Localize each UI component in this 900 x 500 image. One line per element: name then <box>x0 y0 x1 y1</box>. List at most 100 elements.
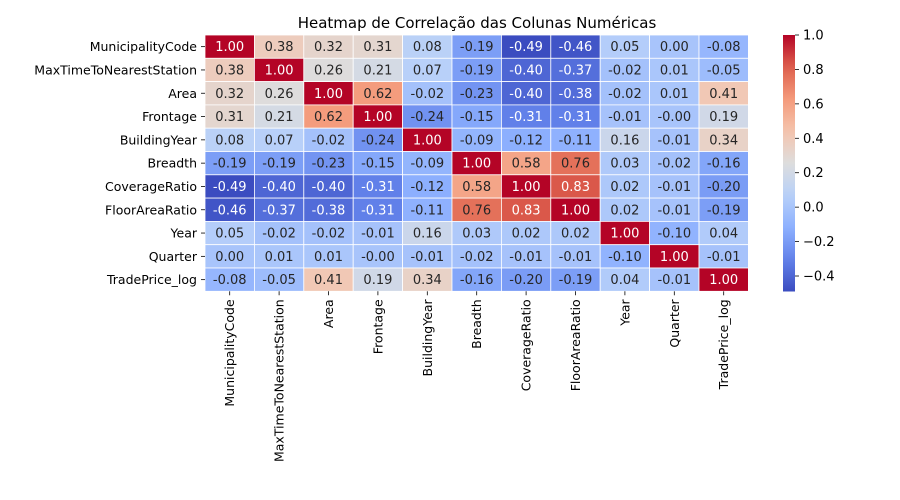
heatmap-cell-value: 0.26 <box>314 63 343 78</box>
heatmap-cell-value: 0.01 <box>660 87 689 102</box>
heatmap-cell-value: 1.00 <box>215 40 244 55</box>
heatmap-cell-value: 0.00 <box>660 40 689 55</box>
colorbar-gradient <box>783 35 795 292</box>
heatmap-cell-value: 0.02 <box>610 180 639 195</box>
heatmap-cell-value: 0.58 <box>512 157 541 172</box>
chart-title: Heatmap de Correlação das Colunas Numéri… <box>298 14 657 32</box>
x-tick-label: Year <box>617 298 632 326</box>
heatmap-cell-value: -0.09 <box>460 133 494 148</box>
heatmap-cell-value: 1.00 <box>660 250 689 265</box>
heatmap-cell-value: -0.19 <box>460 40 494 55</box>
heatmap-cell-value: -0.31 <box>509 110 543 125</box>
y-tick-label: CoverageRatio <box>105 179 197 194</box>
heatmap-cell-value: -0.19 <box>707 203 741 218</box>
heatmap-cell-value: -0.02 <box>312 227 346 242</box>
heatmap-cell-value: -0.11 <box>410 203 444 218</box>
heatmap-cell-value: 0.32 <box>314 40 343 55</box>
heatmap-cell-value: 0.16 <box>413 227 442 242</box>
heatmap-cell-value: 0.41 <box>314 273 343 288</box>
heatmap-cell-value: -0.40 <box>509 63 543 78</box>
colorbar-tick-label: −0.4 <box>803 270 835 285</box>
heatmap-cell-value: -0.16 <box>460 273 494 288</box>
colorbar-tick-label: 0.4 <box>803 132 824 147</box>
heatmap-cell-value: -0.01 <box>707 250 741 265</box>
heatmap-cell-value: 0.31 <box>215 110 244 125</box>
heatmap-cell-value: -0.19 <box>262 157 296 172</box>
heatmap-cell-value: -0.02 <box>460 250 494 265</box>
heatmap-cell-value: 0.04 <box>709 227 738 242</box>
x-tick-label: Area <box>321 299 336 328</box>
heatmap-cell-value: -0.20 <box>707 180 741 195</box>
heatmap-cell-value: 0.19 <box>709 110 738 125</box>
heatmap-cell-value: -0.31 <box>559 110 593 125</box>
heatmap-cell-value: 0.26 <box>265 87 294 102</box>
heatmap-cell-value: -0.01 <box>559 250 593 265</box>
heatmap-cell-value: 0.41 <box>709 87 738 102</box>
heatmap-cell-value: -0.02 <box>262 227 296 242</box>
heatmap-cell-value: 1.00 <box>413 133 442 148</box>
heatmap-cell-value: -0.38 <box>559 87 593 102</box>
heatmap-cell-value: 0.08 <box>413 40 442 55</box>
heatmap-cell-value: -0.01 <box>657 273 691 288</box>
heatmap-cell-value: 0.03 <box>462 227 491 242</box>
x-tick-label: Quarter <box>667 298 682 347</box>
heatmap-cell-value: 0.21 <box>265 110 294 125</box>
heatmap-cell-value: 1.00 <box>265 63 294 78</box>
heatmap-cell-value: -0.01 <box>657 133 691 148</box>
heatmap-cell-value: -0.02 <box>608 87 642 102</box>
y-tick-label: Area <box>168 86 197 101</box>
heatmap-cell-value: 0.16 <box>610 133 639 148</box>
colorbar-tick-label: 0.2 <box>803 166 824 181</box>
heatmap-cell-value: -0.24 <box>361 133 395 148</box>
heatmap-cell-value: -0.01 <box>657 180 691 195</box>
x-tick-label: FloorAreaRatio <box>568 299 583 391</box>
heatmap-cell-value: -0.12 <box>509 133 543 148</box>
x-tick-label: TradePrice_log <box>716 299 731 390</box>
heatmap-cell-value: 0.32 <box>215 87 244 102</box>
heatmap-cell-value: -0.46 <box>213 203 247 218</box>
heatmap-cell-value: -0.00 <box>657 110 691 125</box>
x-tick-label: CoverageRatio <box>519 299 534 391</box>
heatmap-cell-value: 0.62 <box>314 110 343 125</box>
x-tick-label: MunicipalityCode <box>222 299 237 407</box>
heatmap-cell-value: -0.24 <box>410 110 444 125</box>
y-tick-label: Quarter <box>149 249 198 264</box>
heatmap-cell-value: -0.23 <box>460 87 494 102</box>
x-tick-label: MaxTimeToNearestStation <box>272 299 287 462</box>
heatmap-cell-value: -0.01 <box>608 110 642 125</box>
heatmap-cell-value: 0.02 <box>561 227 590 242</box>
heatmap-cell-value: -0.05 <box>707 63 741 78</box>
heatmap-cell-value: -0.00 <box>361 250 395 265</box>
heatmap-cell-value: 0.19 <box>363 273 392 288</box>
y-tick-label: Breadth <box>147 156 197 171</box>
heatmap-cell-value: -0.20 <box>509 273 543 288</box>
heatmap-cell-value: 0.01 <box>314 250 343 265</box>
heatmap-cell-value: -0.40 <box>509 87 543 102</box>
heatmap-cell-value: 1.00 <box>561 203 590 218</box>
heatmap-cell-value: -0.19 <box>559 273 593 288</box>
colorbar-tick-label: 0.0 <box>803 201 824 216</box>
heatmap-cell-value: 0.02 <box>512 227 541 242</box>
heatmap-cell-value: -0.19 <box>460 63 494 78</box>
heatmap-cell-value: -0.46 <box>559 40 593 55</box>
heatmap-cell-value: 1.00 <box>363 110 392 125</box>
heatmap-cell-value: -0.01 <box>509 250 543 265</box>
heatmap-cell-value: -0.49 <box>213 180 247 195</box>
heatmap-cell-value: 0.05 <box>215 227 244 242</box>
heatmap-cell-value: 0.58 <box>462 180 491 195</box>
heatmap-cell-value: -0.38 <box>312 203 346 218</box>
heatmap-cell-value: -0.37 <box>559 63 593 78</box>
heatmap-cell-value: -0.01 <box>657 203 691 218</box>
colorbar-tick-label: 0.6 <box>803 97 824 112</box>
y-tick-label: Frontage <box>142 109 197 124</box>
heatmap-cell-value: -0.01 <box>410 250 444 265</box>
heatmap-cell-value: 0.05 <box>610 40 639 55</box>
heatmap-cell-value: -0.08 <box>213 273 247 288</box>
heatmap-cell-value: 1.00 <box>610 227 639 242</box>
heatmap-cell-value: 1.00 <box>709 273 738 288</box>
heatmap-cell-value: -0.02 <box>312 133 346 148</box>
heatmap-cell-value: 0.38 <box>215 63 244 78</box>
heatmap-cell-value: 0.01 <box>265 250 294 265</box>
x-tick-label: BuildingYear <box>420 298 435 376</box>
y-tick-label: Year <box>170 226 198 241</box>
